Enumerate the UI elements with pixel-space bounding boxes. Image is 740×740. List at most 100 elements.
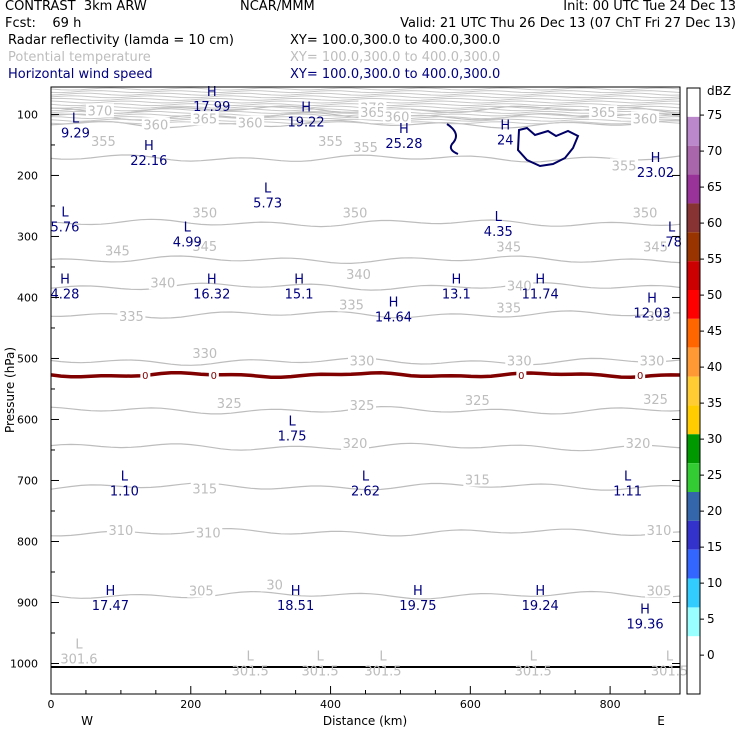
colorbar-label: 10 <box>707 576 722 590</box>
theta-label-bg <box>260 577 289 592</box>
wind-extremum-type: H <box>291 584 301 599</box>
field-reflectivity-name: Radar reflectivity (lamda = 10 cm) <box>8 33 234 48</box>
colorbar-label: 30 <box>707 432 722 446</box>
colorbar-swatch <box>687 376 700 406</box>
theta-label-bg <box>141 117 170 132</box>
zero-label-bg <box>635 368 646 381</box>
theta-label: 355 <box>612 159 637 174</box>
theta-label: 355 <box>353 141 378 156</box>
colorbar-label: 35 <box>707 396 722 410</box>
center-label: NCAR/MMM <box>240 0 315 14</box>
theta-label: 370 <box>88 104 113 119</box>
theta-label: 350 <box>192 206 217 221</box>
theta-label-bg <box>641 239 670 254</box>
theta-label-bg <box>645 308 674 323</box>
model-title: CONTRAST 3km ARW <box>5 0 147 14</box>
dbz-colorbar: 0 5 10 15 20 25 30 35 40 45 50 55 60 65 70 75 <box>686 87 722 695</box>
theta-label-bg <box>610 158 639 173</box>
theta-minimum-type: L <box>75 637 83 652</box>
theta-label: 325 <box>465 394 490 409</box>
theta-minimum-value: 301.5 <box>232 665 269 680</box>
theta-label: 30 <box>266 578 283 593</box>
zero-contour-labels: 0 0 0 0 <box>140 368 646 382</box>
wind-extremum-type: L <box>184 221 192 236</box>
theta-contour-345 <box>51 255 680 265</box>
theta-label: 340 <box>346 268 371 283</box>
wind-extremum-type: H <box>389 296 399 311</box>
theta-label-bg <box>148 275 177 290</box>
wind-extremum-type: H <box>144 139 154 154</box>
y-tick-label: 800 <box>17 535 38 548</box>
wind-extremum-value: 19.36 <box>626 617 663 632</box>
theta-label: 335 <box>119 310 144 325</box>
wind-extremum-value: 5.76 <box>51 220 80 235</box>
wind-extremum-type: L <box>288 415 296 430</box>
colorbar-label: 0 <box>707 648 715 662</box>
x-axis-title: Distance (km) <box>323 714 407 728</box>
theta-label: 340 <box>507 279 532 294</box>
colorbar-swatch <box>687 174 700 204</box>
theta-label: 330 <box>350 355 375 370</box>
radar-contour-lines <box>446 123 580 168</box>
theta-label-bg <box>463 472 492 487</box>
theta-label-bg <box>494 239 523 254</box>
upper-theta-band <box>51 87 680 91</box>
theta-label: 325 <box>217 397 242 412</box>
theta-label-bg <box>190 481 219 496</box>
colorbar-label: 70 <box>707 144 722 158</box>
theta-label-bg <box>348 353 377 368</box>
colorbar-title: dBZ <box>707 84 731 98</box>
wind-extremum-value: 25.28 <box>385 137 422 152</box>
theta-label-bg <box>194 525 223 540</box>
theta-label-bg <box>187 583 216 598</box>
wind-extremum-type: H <box>451 272 461 287</box>
theta-minimum-type: L <box>666 650 674 665</box>
colorbar-label: 55 <box>707 252 722 266</box>
theta-contour-340 <box>51 282 680 291</box>
theta-label: 360 <box>633 112 658 127</box>
theta-label: 335 <box>496 301 521 316</box>
theta-label: 335 <box>647 310 672 325</box>
colorbar-swatch <box>687 318 700 348</box>
theta-label-bg <box>638 353 667 368</box>
wind-extremum-type: H <box>535 272 545 287</box>
colorbar-frame <box>686 87 701 695</box>
colorbar-swatch <box>687 463 700 492</box>
theta-minimum-value: 301.5 <box>301 665 338 680</box>
field-reflectivity-xy: XY= 100.0,300.0 to 400.0,300.0 <box>290 33 501 48</box>
wind-extremum-value: 1.75 <box>278 430 307 445</box>
theta-label-bg <box>117 308 146 323</box>
theta-label-bg <box>341 205 370 220</box>
theta-minimum-type: L <box>530 650 538 665</box>
wind-extremum-type: H <box>399 122 409 137</box>
upper-theta-band <box>51 97 680 101</box>
wind-extremum-type: L <box>72 111 80 126</box>
colorbar-label: 65 <box>707 180 722 194</box>
wind-extremum-value: 17.99 <box>193 100 230 115</box>
colorbar-label: 20 <box>707 504 722 518</box>
zero-contour-label: 0 <box>142 371 148 382</box>
theta-label-bg <box>641 391 670 406</box>
wind-extremum-value: 1.10 <box>110 484 139 499</box>
colorbar-swatch <box>687 492 700 521</box>
colorbar-swatch <box>687 665 700 694</box>
theta-label: 305 <box>189 585 214 600</box>
colorbar-label: 75 <box>707 108 722 122</box>
theta-label: 360 <box>385 111 410 126</box>
field-theta-xy: XY= 100.0,300.0 to 400.0,300.0 <box>290 50 501 65</box>
colorbar-label: 15 <box>707 540 722 554</box>
wind-extremum-value: 9.29 <box>61 126 90 141</box>
wind-extremum-value: 23.02 <box>637 166 674 181</box>
theta-label: 355 <box>91 135 116 150</box>
wind-extremum-value: 4.35 <box>484 225 513 240</box>
colorbar-swatch <box>687 578 700 608</box>
theta-label: 330 <box>507 355 532 370</box>
wind-extremum-value: 18.51 <box>277 599 314 614</box>
theta-label-bg <box>190 205 219 220</box>
colorbar-label: 60 <box>707 216 722 230</box>
theta-minimum-value: 301.5 <box>364 665 401 680</box>
wind-extremum-value: 19.22 <box>287 115 324 130</box>
wind-extremum-value: 1.11 <box>613 484 642 499</box>
wind-extremum-type: L <box>264 182 272 197</box>
